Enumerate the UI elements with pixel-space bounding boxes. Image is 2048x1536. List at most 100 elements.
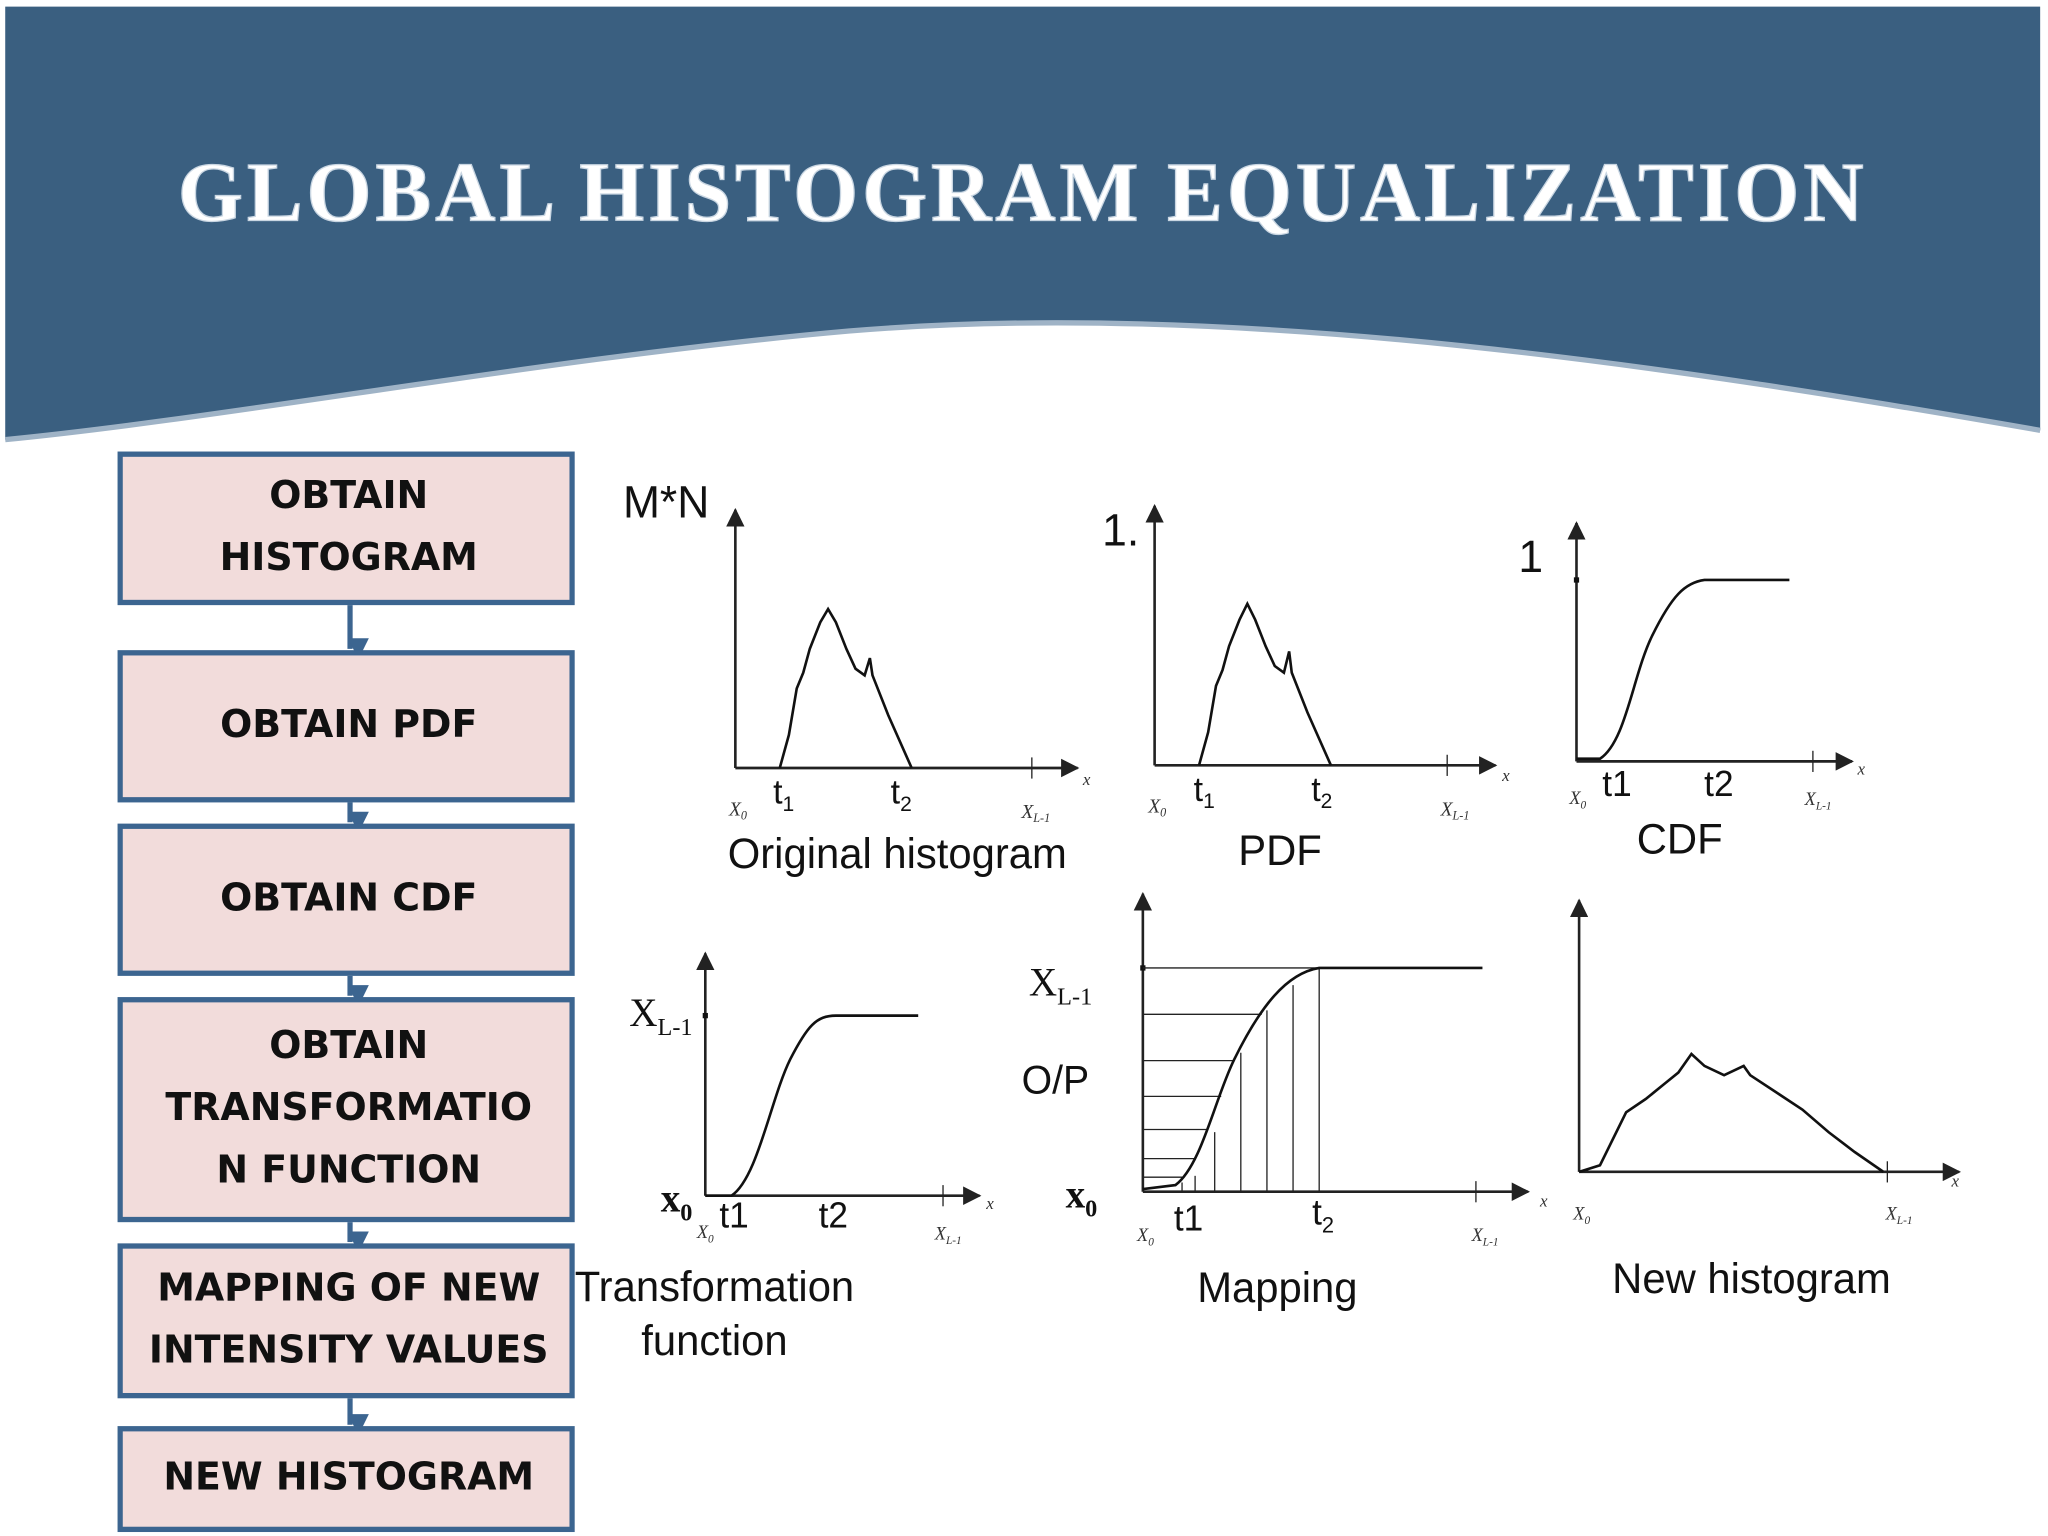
label-main: X <box>1572 1204 1585 1224</box>
label-sub: L-1 <box>1057 983 1092 1010</box>
curve <box>1578 1052 1885 1174</box>
step-text: OBTAIN <box>269 473 428 517</box>
label: x <box>985 1194 994 1213</box>
label: XL-1 <box>934 1224 962 1247</box>
label: t1 <box>773 773 794 815</box>
label: XL-1 <box>1020 800 1050 824</box>
label-main: X <box>1885 1204 1898 1224</box>
label-main: x <box>1066 1172 1086 1216</box>
label: XL-1 <box>629 991 692 1041</box>
label-main: x <box>661 1176 681 1220</box>
label: 1. <box>1102 506 1139 555</box>
label: 1 <box>1518 533 1543 582</box>
step-box <box>117 1243 575 1399</box>
label: t1 <box>1602 764 1631 804</box>
flow: OBTAIN HISTOGRAM OBTAIN PDF OBTAIN CDF OBTAI… <box>117 451 575 1533</box>
label: t1 <box>1194 771 1215 813</box>
label: XL-1 <box>1804 789 1832 812</box>
step-text: MAPPING OF NEW <box>157 1265 540 1309</box>
label-main: X <box>1568 788 1581 808</box>
label: Mapping <box>1197 1264 1357 1311</box>
label: X0 <box>1147 795 1166 819</box>
label: X0 <box>728 798 747 822</box>
label-main: X <box>1471 1225 1484 1245</box>
label-main: X <box>629 991 657 1035</box>
step-box <box>117 823 575 976</box>
label-main: t <box>1311 771 1321 809</box>
curve <box>1576 578 1790 761</box>
step-box <box>117 650 575 803</box>
label: Original histogram <box>728 830 1067 877</box>
label: t2 <box>1311 771 1332 813</box>
label-sub: L-1 <box>945 1235 962 1247</box>
label: Transformation <box>575 1263 854 1310</box>
step-box <box>117 451 575 606</box>
label-main: t <box>773 773 783 811</box>
label-main: t <box>1194 771 1204 809</box>
label: New histogram <box>1612 1255 1891 1302</box>
label: XL-1 <box>1885 1204 1913 1227</box>
axis-dot <box>702 1012 708 1019</box>
label: x0 <box>1066 1172 1098 1222</box>
label: t2 <box>1704 764 1733 804</box>
step-text: NEW HISTOGRAM <box>163 1454 534 1498</box>
label: x0 <box>661 1176 693 1226</box>
label: t1 <box>1174 1198 1203 1238</box>
step-text: N FUNCTION <box>216 1147 481 1191</box>
label-main: X <box>1804 789 1817 809</box>
curve <box>1197 600 1333 766</box>
label: X0 <box>1572 1204 1590 1227</box>
label-sub: L-1 <box>1482 1236 1499 1248</box>
label-sub: L-1 <box>658 1013 693 1040</box>
step-box <box>117 997 575 1223</box>
label: x <box>1951 1171 1960 1190</box>
label: XL-1 <box>1440 798 1470 822</box>
label: X0 <box>1568 788 1586 811</box>
label: x <box>1539 1191 1548 1210</box>
label-sub: L-1 <box>1896 1215 1913 1227</box>
step-text: OBTAIN CDF <box>220 875 477 919</box>
label-main: X <box>1440 798 1454 820</box>
label-sub: 2 <box>900 792 912 815</box>
label-sub: 1 <box>1203 790 1215 813</box>
curve <box>778 606 913 769</box>
label-sub: 0 <box>1148 1236 1154 1248</box>
label: t1 <box>719 1195 748 1235</box>
label-sub: 1 <box>783 792 795 815</box>
label: PDF <box>1238 827 1322 874</box>
label-main: X <box>728 798 742 820</box>
curve <box>1142 966 1483 1191</box>
label-sub: 0 <box>680 1199 692 1226</box>
label: XL-1 <box>1471 1225 1499 1248</box>
label-main: X <box>1147 795 1161 817</box>
label-sub: L-1 <box>1452 808 1470 822</box>
label-main: X <box>696 1222 709 1242</box>
header-band <box>5 6 2041 440</box>
step-text: OBTAIN PDF <box>220 702 477 746</box>
label: t2 <box>1312 1193 1334 1237</box>
label: t2 <box>819 1195 848 1235</box>
label-sub: 2 <box>1322 1212 1334 1237</box>
label: t2 <box>891 773 912 815</box>
label-sub: L-1 <box>1815 800 1832 812</box>
label-sub: 2 <box>1321 790 1333 813</box>
step-text: TRANSFORMATIO <box>165 1085 532 1129</box>
label: x <box>1501 766 1510 785</box>
label: x <box>1856 759 1865 778</box>
axis-dot <box>1573 577 1580 583</box>
label-sub: 0 <box>741 808 747 822</box>
label-main: X <box>1029 960 1057 1004</box>
label-sub: 0 <box>708 1233 714 1245</box>
label-sub: 0 <box>1581 799 1587 811</box>
label: CDF <box>1637 815 1723 862</box>
label: M*N <box>623 478 709 527</box>
label-main: t <box>1312 1193 1322 1233</box>
label: XL-1 <box>1029 960 1092 1010</box>
